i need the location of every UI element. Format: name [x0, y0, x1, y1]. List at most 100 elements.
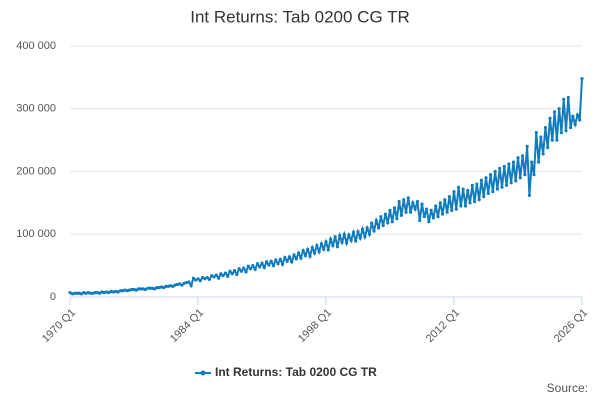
data-point [472, 200, 477, 204]
data-point [374, 218, 378, 223]
data-point [242, 266, 246, 270]
data-point [571, 114, 575, 118]
series-line [69, 78, 583, 295]
data-point [180, 283, 184, 287]
x-tick-label: 1970 Q1 [40, 307, 78, 345]
data-point [502, 164, 506, 169]
x-tick-label: 2012 Q1 [424, 307, 462, 345]
data-point [235, 272, 239, 277]
data-point [290, 260, 294, 264]
data-point [475, 182, 479, 186]
data-point [390, 220, 394, 224]
data-point [365, 226, 369, 230]
data-point [454, 207, 458, 211]
data-point [546, 146, 550, 150]
data-point [445, 210, 449, 214]
data-point [262, 265, 266, 270]
data-point [230, 272, 234, 276]
data-point [395, 216, 399, 221]
data-point [370, 221, 374, 225]
data-point [436, 215, 440, 219]
data-point [523, 173, 527, 177]
data-point [404, 210, 408, 214]
data-point [308, 254, 312, 258]
data-point [248, 267, 253, 271]
data-point [130, 287, 134, 292]
data-point [514, 179, 518, 183]
data-point [358, 236, 362, 240]
data-point [363, 235, 367, 239]
data-point [408, 210, 413, 214]
data-point [422, 215, 426, 219]
data-point [557, 107, 561, 111]
data-point [516, 156, 520, 160]
data-point [484, 176, 488, 180]
data-point [575, 113, 580, 117]
data-point [221, 274, 225, 278]
data-point [296, 251, 301, 255]
data-point [315, 243, 319, 248]
x-tick-label: 1984 Q1 [168, 307, 206, 345]
data-point [530, 160, 534, 164]
data-point [72, 291, 77, 295]
data-point [541, 152, 545, 156]
data-point [342, 232, 346, 236]
data-point [294, 257, 298, 261]
data-point [507, 162, 511, 166]
data-point [559, 130, 564, 135]
data-point [552, 110, 557, 114]
data-point [456, 185, 461, 189]
data-point [498, 166, 502, 170]
data-point [534, 130, 538, 135]
data-point [228, 269, 232, 273]
data-point [488, 173, 493, 177]
data-point [212, 275, 216, 279]
data-point [317, 250, 321, 254]
data-point [381, 223, 385, 228]
data-point [568, 125, 573, 130]
data-point [239, 269, 244, 273]
data-point [578, 118, 582, 122]
data-point [459, 204, 463, 208]
data-point [349, 238, 353, 243]
data-point [509, 181, 513, 185]
data-point [438, 201, 442, 205]
source: Source: [547, 381, 588, 395]
data-point [504, 183, 509, 187]
data-point [360, 227, 365, 231]
data-point [136, 287, 141, 291]
data-point [189, 284, 193, 288]
data-point [518, 176, 522, 180]
data-point [335, 245, 340, 249]
data-point [274, 258, 278, 262]
data-point [500, 185, 504, 189]
data-point [443, 198, 447, 202]
data-point [232, 269, 237, 273]
y-tick-label: 0 [50, 291, 56, 303]
data-point [301, 248, 305, 253]
data-point [555, 138, 559, 142]
data-point [269, 259, 273, 263]
data-point [280, 262, 285, 266]
data-point [413, 207, 417, 211]
data-point [246, 264, 250, 268]
data-point [356, 230, 360, 234]
data-point [354, 239, 358, 243]
data-point [312, 251, 317, 255]
data-point [532, 173, 536, 177]
data-point [164, 284, 168, 288]
data-point [278, 257, 282, 261]
data-point [477, 198, 481, 202]
data-point [450, 208, 454, 213]
data-point [226, 274, 230, 278]
data-point [495, 187, 500, 191]
data-point [191, 276, 196, 280]
data-point [562, 97, 566, 101]
chart-title: Int Returns: Tab 0200 CG TR [190, 7, 410, 26]
data-point [536, 160, 541, 164]
data-point [491, 189, 495, 194]
data-point [75, 291, 79, 295]
data-point [447, 195, 452, 199]
data-point [216, 276, 221, 280]
